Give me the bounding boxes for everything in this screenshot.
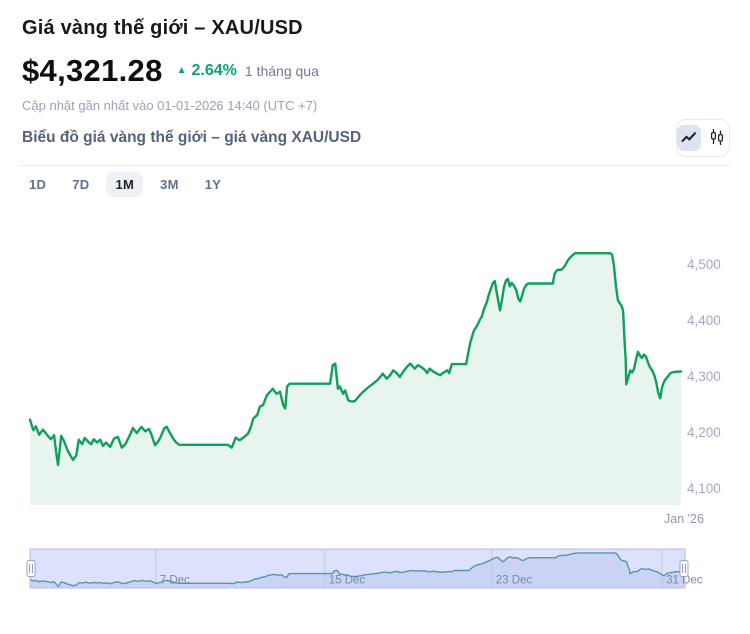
navigator-handle-left[interactable] xyxy=(26,560,36,577)
range-button-7d[interactable]: 7D xyxy=(63,172,98,197)
section-divider xyxy=(20,165,730,166)
navigator-date-label: 31 Dec xyxy=(666,575,703,587)
navigator-date-label: 23 Dec xyxy=(496,575,533,587)
y-axis-tick: 4,100 xyxy=(687,481,721,496)
navigator-line xyxy=(29,552,686,588)
range-selector: 1D 7D 1M 3M 1Y xyxy=(20,172,230,197)
price-area-fill xyxy=(30,253,681,505)
price-block: $4,321.28 ▲ 2.64% 1 tháng qua xyxy=(22,52,319,90)
candlestick-icon xyxy=(709,128,725,149)
up-arrow-icon: ▲ xyxy=(176,64,187,76)
navigator-area-fill xyxy=(30,552,685,588)
candlestick-chart-button[interactable] xyxy=(705,125,729,151)
range-button-3m[interactable]: 3M xyxy=(151,172,188,197)
navigator-date-label: 15 Dec xyxy=(329,575,366,587)
page-title: Giá vàng thế giới – XAU/USD xyxy=(22,17,303,39)
line-chart-button[interactable] xyxy=(677,125,701,151)
range-button-1m[interactable]: 1M xyxy=(106,172,144,197)
y-axis-tick: 4,400 xyxy=(687,313,721,328)
chart-subtitle: Biểu đồ giá vàng thế giới – giá vàng XAU… xyxy=(22,129,362,146)
price-line xyxy=(28,252,683,467)
navigator-handle-right[interactable] xyxy=(679,560,689,577)
chart-type-toggle xyxy=(676,119,730,157)
current-price: $4,321.28 xyxy=(22,53,163,88)
x-axis-label: Jan '26 xyxy=(664,512,704,526)
chart-navigator[interactable]: 7 Dec 15 Dec 23 Dec 31 Dec xyxy=(26,548,703,589)
y-axis-tick: 4,200 xyxy=(687,425,721,440)
change-percent: 2.64% xyxy=(191,62,237,79)
line-chart-icon xyxy=(681,130,697,147)
range-button-1y[interactable]: 1Y xyxy=(196,172,231,197)
y-axis-tick: 4,300 xyxy=(687,369,721,384)
range-button-1d[interactable]: 1D xyxy=(20,172,55,197)
last-updated: Cập nhật gần nhất vào 01-01-2026 14:40 (… xyxy=(22,98,318,113)
change-period: 1 tháng qua xyxy=(244,63,319,79)
y-axis-tick: 4,500 xyxy=(687,257,721,272)
